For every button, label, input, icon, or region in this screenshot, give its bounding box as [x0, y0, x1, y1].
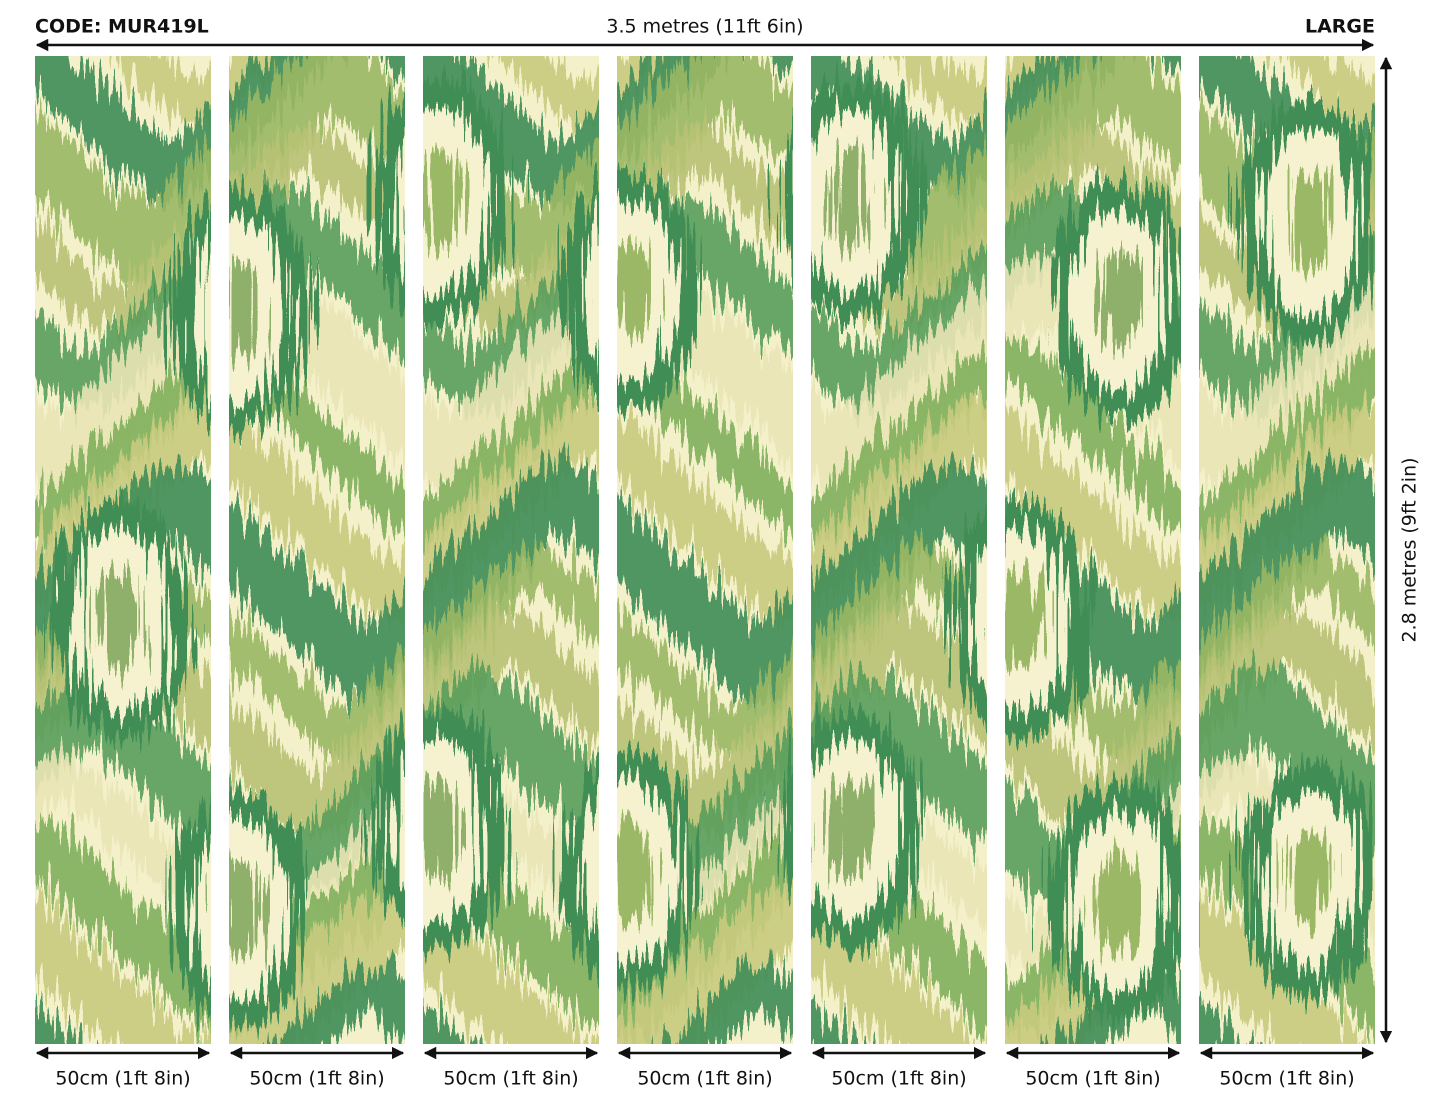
size-label: LARGE [1305, 16, 1375, 38]
panel-width-label: 50cm (1ft 8in) [249, 1068, 384, 1090]
panel-width-label: 50cm (1ft 8in) [1219, 1068, 1354, 1090]
panel-width-label: 50cm (1ft 8in) [637, 1068, 772, 1090]
panel-width-label: 50cm (1ft 8in) [55, 1068, 190, 1090]
panel-width-label: 50cm (1ft 8in) [831, 1068, 966, 1090]
total-width: 3.5 metres (11ft 6in) [606, 16, 803, 38]
total-height: 2.8 metres (9ft 2in) [1399, 457, 1421, 642]
panel-width-label: 50cm (1ft 8in) [443, 1068, 578, 1090]
product-code: CODE: MUR419L [35, 16, 209, 38]
panel-width-label: 50cm (1ft 8in) [1025, 1068, 1160, 1090]
